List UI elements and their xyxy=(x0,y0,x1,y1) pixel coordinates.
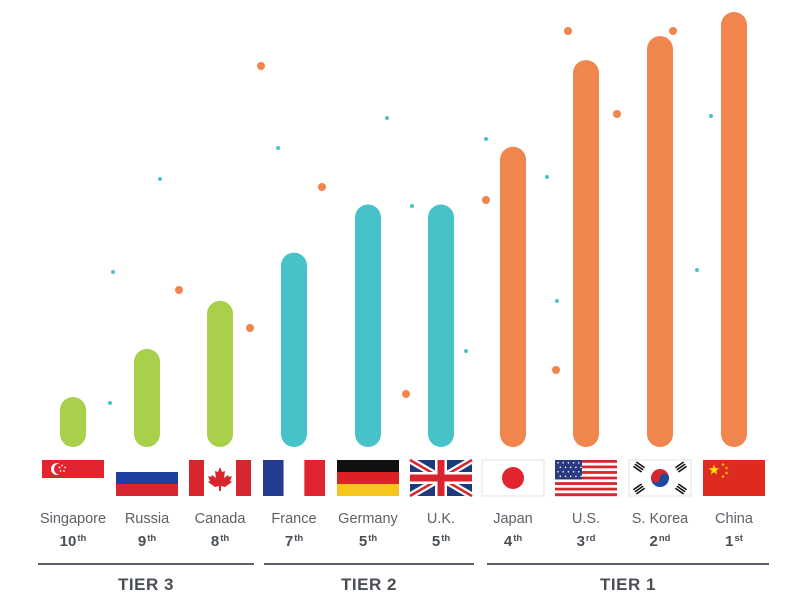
rank-number: 4 xyxy=(503,533,513,550)
rank-suffix: th xyxy=(220,533,230,544)
flag-russia-icon xyxy=(116,460,178,496)
flag-uk-icon xyxy=(408,456,474,500)
rank-number: 5 xyxy=(431,533,441,550)
tier-divider xyxy=(264,563,474,565)
rank-suffix: th xyxy=(294,533,304,544)
decorative-dot xyxy=(695,268,699,272)
flag-us-icon xyxy=(555,460,617,497)
tier-divider xyxy=(38,563,254,565)
decorative-dot xyxy=(464,349,468,353)
tier-label: TIER 1 xyxy=(600,575,656,594)
flag-japan-icon xyxy=(481,459,545,497)
country-label: Canada xyxy=(194,511,246,527)
rank-suffix: th xyxy=(368,533,378,544)
decorative-dot xyxy=(111,270,115,274)
country-label: S. Korea xyxy=(631,511,689,527)
rank-number: 5 xyxy=(358,533,368,550)
flag-france-icon xyxy=(263,460,325,496)
rank-suffix: th xyxy=(513,533,523,544)
country-label: Japan xyxy=(493,511,533,527)
bar-south-korea xyxy=(647,36,673,447)
decorative-dot xyxy=(564,27,572,35)
decorative-dot xyxy=(482,196,490,204)
decorative-dot xyxy=(555,299,559,303)
decorative-dot xyxy=(669,27,677,35)
decorative-dot xyxy=(709,114,713,118)
bar-canada xyxy=(207,300,233,447)
country-label: Russia xyxy=(124,511,170,527)
flag-germany-icon xyxy=(337,460,399,496)
rank-suffix: th xyxy=(147,533,157,544)
country-label: Germany xyxy=(338,511,398,527)
flag-singapore-icon xyxy=(42,460,104,496)
flag-canada-icon xyxy=(189,460,251,496)
decorative-dot xyxy=(175,286,183,294)
rank-label: 9th xyxy=(117,533,177,550)
bar-japan xyxy=(500,146,526,447)
rank-suffix: nd xyxy=(658,533,671,544)
bar-china xyxy=(721,12,747,447)
rank-label: 8th xyxy=(190,533,250,550)
bar-france xyxy=(281,252,307,447)
flag-south-korea-icon xyxy=(628,459,692,497)
rank-label: 2nd xyxy=(630,533,690,550)
rank-number: 7 xyxy=(284,533,294,550)
flag-china-icon xyxy=(703,460,765,496)
decorative-dot xyxy=(257,62,265,70)
bar-us xyxy=(573,60,599,447)
rank-number: 10 xyxy=(59,533,77,550)
decorative-dot xyxy=(484,137,488,141)
decorative-dot xyxy=(402,390,410,398)
rank-number: 8 xyxy=(210,533,220,550)
rank-label: 4th xyxy=(483,533,543,550)
decorative-dot xyxy=(552,366,560,374)
decorative-dot xyxy=(545,175,549,179)
bar-germany xyxy=(355,204,381,447)
decorative-dots xyxy=(108,27,713,405)
rank-label: 10th xyxy=(43,533,103,550)
country-label: U.K. xyxy=(426,511,456,527)
tier-divider xyxy=(487,563,769,565)
decorative-dot xyxy=(158,177,162,181)
decorative-dot xyxy=(385,116,389,120)
rank-suffix: th xyxy=(77,533,87,544)
decorative-dot xyxy=(613,110,621,118)
rank-suffix: th xyxy=(441,533,451,544)
rank-number: 1 xyxy=(725,533,734,550)
rank-label: 5th xyxy=(338,533,398,550)
rank-suffix: rd xyxy=(585,533,596,544)
rank-label: 7th xyxy=(264,533,324,550)
tier-label: TIER 2 xyxy=(341,575,397,594)
bar-russia xyxy=(134,348,160,447)
rank-number: 2 xyxy=(649,533,658,550)
decorative-dot xyxy=(246,324,254,332)
rank-label: 1st xyxy=(704,533,764,550)
bar-singapore xyxy=(60,397,86,447)
country-label: U.S. xyxy=(571,511,601,527)
decorative-dot xyxy=(108,401,112,405)
rank-label: 5th xyxy=(411,533,471,550)
bar-uk xyxy=(428,204,454,447)
rank-number: 9 xyxy=(137,533,147,550)
rank-label: 3rd xyxy=(556,533,616,550)
tier-label: TIER 3 xyxy=(118,575,174,594)
rank-number: 3 xyxy=(576,533,585,550)
country-label: Singapore xyxy=(39,511,107,527)
decorative-dot xyxy=(318,183,326,191)
country-label: France xyxy=(271,511,317,527)
country-label: China xyxy=(715,511,753,527)
decorative-dot xyxy=(410,204,414,208)
decorative-dot xyxy=(276,146,280,150)
rank-suffix: st xyxy=(734,533,743,544)
